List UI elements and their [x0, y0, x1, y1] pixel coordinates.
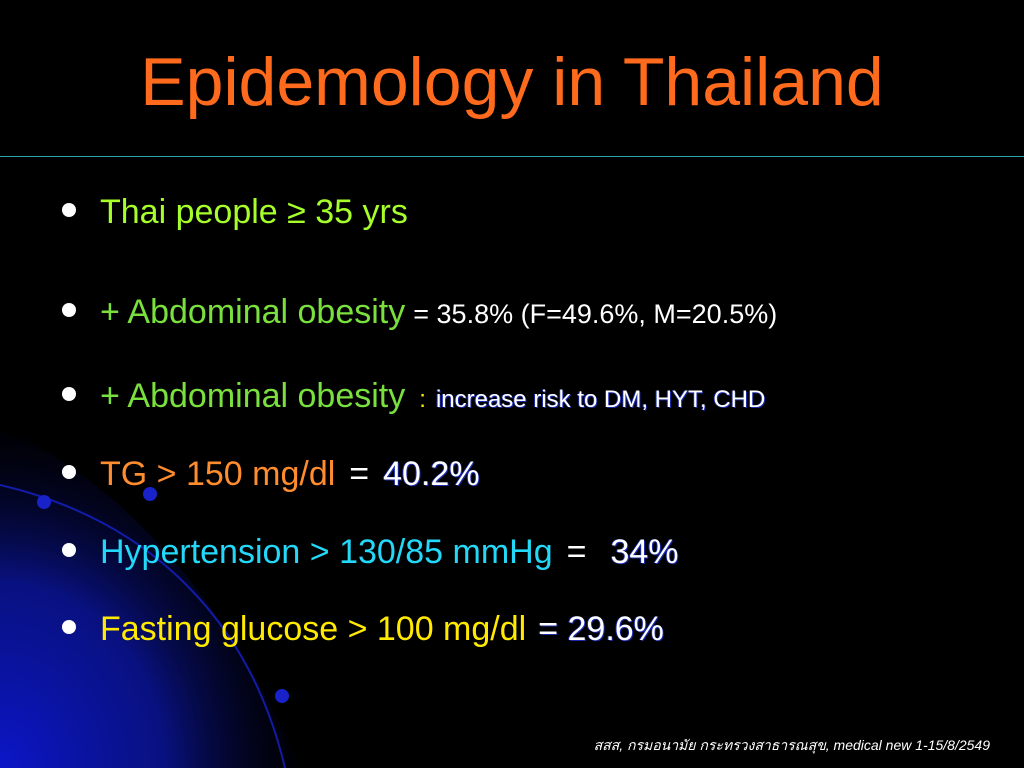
bullet-dot	[62, 620, 76, 634]
bullet-dot	[62, 543, 76, 557]
bullet-item-tg: TG > 150 mg/dl = 40.2%	[62, 452, 480, 496]
bullet-item-hypertension: Hypertension > 130/85 mmHg = 34%	[62, 530, 679, 574]
bullet-label: + Abdominal obesity	[100, 293, 406, 331]
bullet-equals: =	[349, 455, 370, 493]
decor-dot	[275, 689, 289, 703]
bullet-value: = 29.6%	[538, 610, 664, 648]
bullet-value: 34%	[610, 533, 679, 571]
bullet-label: TG > 150 mg/dl	[100, 455, 336, 493]
decor-dot	[37, 495, 51, 509]
bullet-dot	[62, 387, 76, 401]
bullet-item-age: Thai people ≥ 35 yrs	[62, 190, 408, 234]
blue-sweep-shape	[0, 430, 300, 768]
bullet-label: Hypertension > 130/85 mmHg	[100, 533, 553, 571]
slide-title: Epidemology in Thailand	[140, 44, 884, 120]
bullet-item-fasting-glucose: Fasting glucose > 100 mg/dl = 29.6%	[62, 607, 664, 651]
bullet-value: 40.2%	[383, 455, 480, 493]
bullet-text: Thai people ≥ 35 yrs	[100, 193, 408, 231]
bullet-item-abdominal-obesity-risk: + Abdominal obesity : increase risk to D…	[62, 374, 765, 418]
bullet-dot	[62, 203, 76, 217]
decor-dot	[143, 487, 157, 501]
bullet-item-abdominal-obesity-rate: + Abdominal obesity = 35.8% (F=49.6%, M=…	[62, 290, 777, 334]
title-divider	[0, 156, 1024, 157]
bullet-value: = 35.8% (F=49.6%, M=20.5%)	[413, 299, 778, 329]
blue-arc-line	[0, 484, 286, 768]
bullet-label: Fasting glucose > 100 mg/dl	[100, 610, 527, 648]
bullet-equals: =	[566, 533, 587, 571]
bullet-dot	[62, 465, 76, 479]
bullet-label: + Abdominal obesity	[100, 377, 406, 415]
bullet-dot	[62, 303, 76, 317]
source-citation: สสส, กรมอนามัย กระทรวงสาธารณสุข, medical…	[593, 737, 990, 753]
bullet-value: increase risk to DM, HYT, CHD	[435, 386, 766, 413]
bullet-separator: :	[419, 386, 426, 413]
